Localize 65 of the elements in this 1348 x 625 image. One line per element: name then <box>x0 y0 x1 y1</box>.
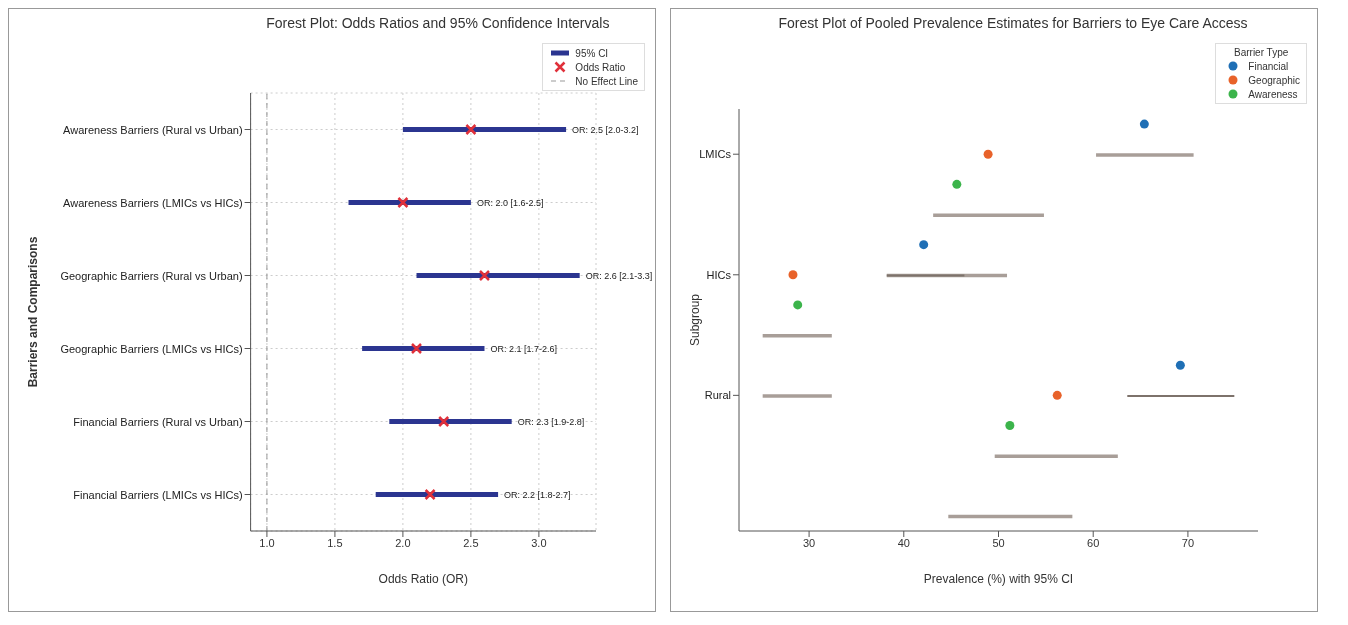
x-tick-label: 50 <box>992 536 1005 549</box>
bar <box>362 346 485 351</box>
x-tick-label: 1.0 <box>259 536 275 549</box>
y-axis-title: Barriers and Comparisons <box>26 236 41 388</box>
data-label: OR: 2.2 [1.8-2.7] <box>504 489 571 500</box>
x-tick-label: 30 <box>802 536 816 549</box>
legend-label: Awareness <box>1248 88 1298 100</box>
y-tick-label: Geographic Barriers (LMICs vs HICs) <box>60 342 243 355</box>
y-tick-label: Financial Barriers (Rural vs Urban) <box>73 415 243 428</box>
x-tick-label: 3.0 <box>531 536 547 549</box>
point <box>1175 360 1185 370</box>
x-tick-label: 70 <box>1181 536 1195 549</box>
point <box>788 270 798 280</box>
y-tick-label: HICs <box>706 268 732 281</box>
legend-title: Barrier Type <box>1233 47 1290 58</box>
bar <box>886 274 965 277</box>
x-axis-title: Odds Ratio (OR) <box>378 572 468 586</box>
y-tick-label: Awareness Barriers (LMICs vs HICs) <box>63 196 243 209</box>
data-label: OR: 2.1 [1.7-2.6] <box>490 343 558 354</box>
point <box>1005 421 1015 430</box>
point <box>1052 390 1062 400</box>
x-tick-label: 2.0 <box>395 536 411 549</box>
legend-label: 95% CI <box>575 47 609 59</box>
data-label: OR: 2.0 [1.6-2.5] <box>476 197 544 208</box>
point <box>983 149 993 159</box>
bar <box>1127 395 1235 398</box>
bar <box>389 419 512 424</box>
point <box>410 342 423 355</box>
x-tick-label: 40 <box>897 536 910 549</box>
bar <box>348 200 471 205</box>
x-tick-label: 1.5 <box>327 536 343 549</box>
point <box>919 240 929 250</box>
bar <box>375 492 499 497</box>
point <box>793 300 803 310</box>
y-tick-label: Financial Barriers (LMICs vs HICs) <box>73 488 243 501</box>
data-label: OR: 2.6 [2.1-3.3] <box>585 270 653 281</box>
bar <box>416 273 580 278</box>
legend-label: Geographic <box>1248 74 1300 86</box>
chart-title: Forest Plot of Pooled Prevalence Estimates for Barriers to Eye Care Access <box>777 15 1249 31</box>
chart-title: Forest Plot: Odds Ratios and 95% Confidence Intervals <box>265 15 611 31</box>
x-tick-label: 60 <box>1087 536 1100 549</box>
point <box>437 415 450 428</box>
y-axis-title: Subgroup <box>688 293 703 347</box>
legend-label: Financial <box>1248 60 1289 72</box>
legend-label: No Effect Line <box>575 75 638 87</box>
x-tick-label: 2.5 <box>463 536 479 549</box>
bar <box>933 213 1044 217</box>
bar <box>1096 153 1194 157</box>
y-tick-label: LMICs <box>699 148 732 161</box>
bar <box>402 127 567 132</box>
legend-label: Odds Ratio <box>575 61 626 73</box>
y-tick-label: Geographic Barriers (Rural vs Urban) <box>60 269 243 282</box>
point <box>952 179 962 189</box>
y-tick-label: Rural <box>704 389 731 402</box>
data-label: OR: 2.5 [2.0-3.2] <box>572 124 639 135</box>
point <box>397 196 409 209</box>
y-tick-label: Awareness Barriers (Rural vs Urban) <box>63 123 243 136</box>
point <box>1139 119 1149 129</box>
x-axis-title: Prevalence (%) with 95% CI <box>923 572 1074 586</box>
point <box>465 123 477 136</box>
data-label: OR: 2.3 [1.9-2.8] <box>517 416 585 427</box>
bar <box>762 334 832 338</box>
point <box>424 488 436 501</box>
point <box>478 269 491 282</box>
bar <box>762 394 832 398</box>
